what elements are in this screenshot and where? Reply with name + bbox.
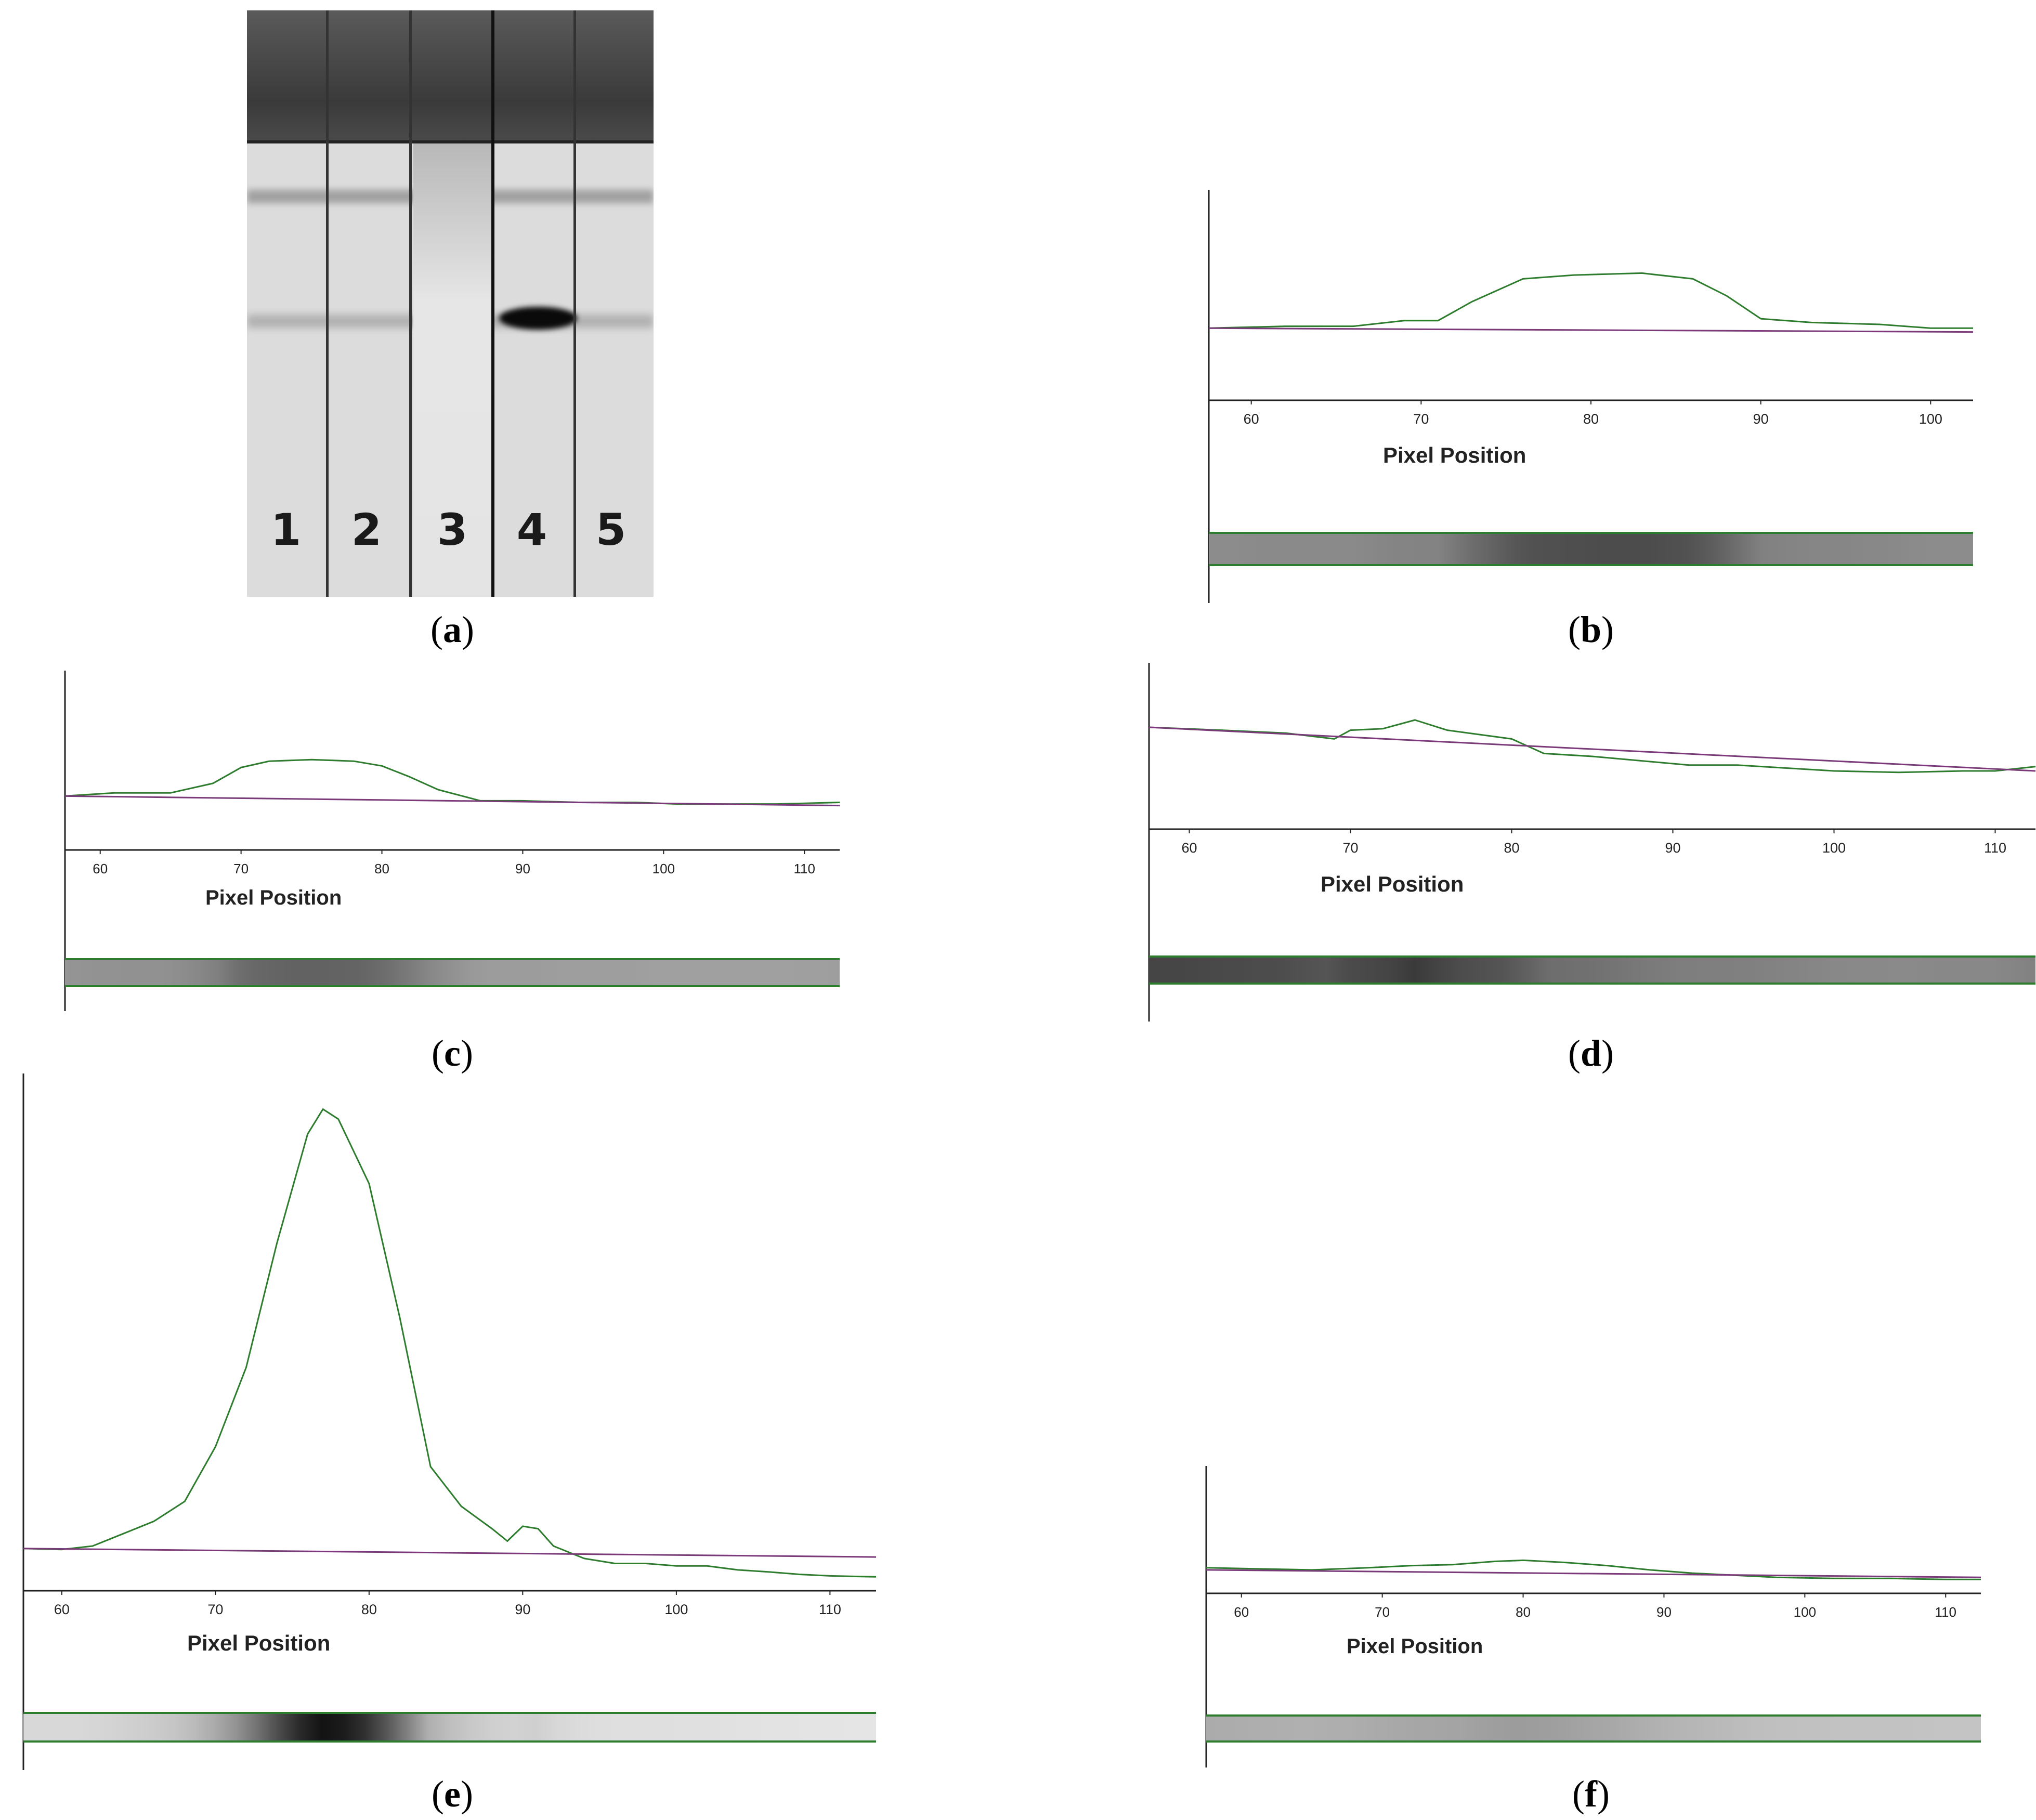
x-tick-label-60: 60 (54, 1602, 70, 1617)
x-tick-label-90: 90 (1753, 411, 1769, 427)
x-axis-title: Pixel Position (1321, 872, 1464, 896)
lane-label-4: 4 (516, 504, 547, 555)
x-tick-label-60: 60 (1234, 1604, 1249, 1620)
x-tick-label-70: 70 (1413, 411, 1429, 427)
x-tick-label-80: 80 (374, 861, 389, 876)
density-strip (1206, 1716, 1981, 1742)
x-tick-label-90: 90 (1656, 1604, 1672, 1620)
x-tick-label-110: 110 (819, 1602, 841, 1617)
x-tick-label-60: 60 (93, 861, 108, 876)
x-tick-label-90: 90 (1665, 840, 1680, 856)
densitometry-plot-d: 60 70 80 90 100 110 Pixel Position (1148, 663, 2036, 1022)
density-strip (1209, 533, 1973, 565)
x-tick-label-60: 60 (1181, 840, 1197, 856)
caption-a: (a) (430, 609, 474, 650)
blot-lane-separator (409, 10, 412, 597)
x-axis-title: Pixel Position (205, 886, 342, 909)
caption-b: (b) (1568, 609, 1614, 650)
density-strip (65, 959, 840, 986)
x-tick-label-90: 90 (515, 861, 530, 876)
profile-line (1206, 1559, 1981, 1580)
x-tick-label-80: 80 (1516, 1604, 1531, 1620)
blot-lane-separator (326, 10, 329, 597)
baseline-line (23, 1548, 877, 1558)
densitometry-plot-f: 60 70 80 90 100 110 Pixel Position (1205, 1466, 1981, 1767)
densitometry-plot-e: 60 70 80 90 100 110 Pixel Position (22, 1073, 877, 1770)
x-tick-label-100: 100 (1794, 1604, 1816, 1620)
lane-label-5: 5 (595, 504, 627, 555)
baseline-line (1208, 327, 1974, 333)
baseline-line (1148, 726, 2036, 772)
lane-label-3: 3 (437, 504, 468, 555)
density-strip (23, 1713, 876, 1742)
profile-line (23, 1108, 877, 1578)
blot-lane-separator (573, 10, 576, 597)
x-tick-label-70: 70 (233, 861, 249, 876)
x-tick-label-100: 100 (652, 861, 675, 876)
density-strip (1149, 957, 2035, 984)
x-tick-label-60: 60 (1244, 411, 1259, 427)
caption-d: (d) (1568, 1032, 1614, 1074)
x-tick-label-80: 80 (1583, 411, 1599, 427)
x-tick-label-100: 100 (1919, 411, 1942, 427)
x-tick-label-90: 90 (515, 1602, 530, 1617)
blot-strong-band (499, 307, 577, 330)
x-tick-label-110: 110 (1984, 840, 2006, 856)
profile-line (1208, 272, 1973, 329)
baseline-line (1206, 1569, 1981, 1578)
blot-image: 1 2 3 4 5 (247, 10, 654, 597)
x-tick-label-100: 100 (664, 1602, 688, 1617)
x-tick-label-110: 110 (1935, 1604, 1956, 1620)
caption-f: (f) (1572, 1773, 1610, 1815)
densitometry-plot-c: 60 70 80 90 100 110 Pixel Position (64, 671, 840, 1011)
densitometry-plot-b: 60 70 80 90 100 Pixel Position (1208, 190, 1974, 603)
x-tick-label-80: 80 (361, 1602, 377, 1617)
x-axis-title: Pixel Position (187, 1631, 330, 1655)
x-tick-label-70: 70 (1375, 1604, 1390, 1620)
baseline-line (64, 795, 840, 807)
blot-top-smear (247, 10, 654, 140)
x-tick-label-70: 70 (1342, 840, 1358, 856)
blot-lane-3-dark (413, 143, 491, 597)
x-tick-label-80: 80 (1504, 840, 1519, 856)
x-tick-label-70: 70 (207, 1602, 223, 1617)
caption-c: (c) (432, 1032, 473, 1074)
blot-lane-separator (491, 10, 494, 597)
x-axis-title: Pixel Position (1347, 1635, 1483, 1658)
x-tick-label-100: 100 (1822, 840, 1846, 856)
x-axis-title: Pixel Position (1383, 443, 1526, 467)
lane-label-1: 1 (270, 504, 302, 555)
blot-lane-divider (247, 140, 654, 143)
caption-e: (e) (432, 1773, 473, 1815)
x-tick-label-110: 110 (794, 861, 815, 876)
lane-label-2: 2 (351, 504, 382, 555)
